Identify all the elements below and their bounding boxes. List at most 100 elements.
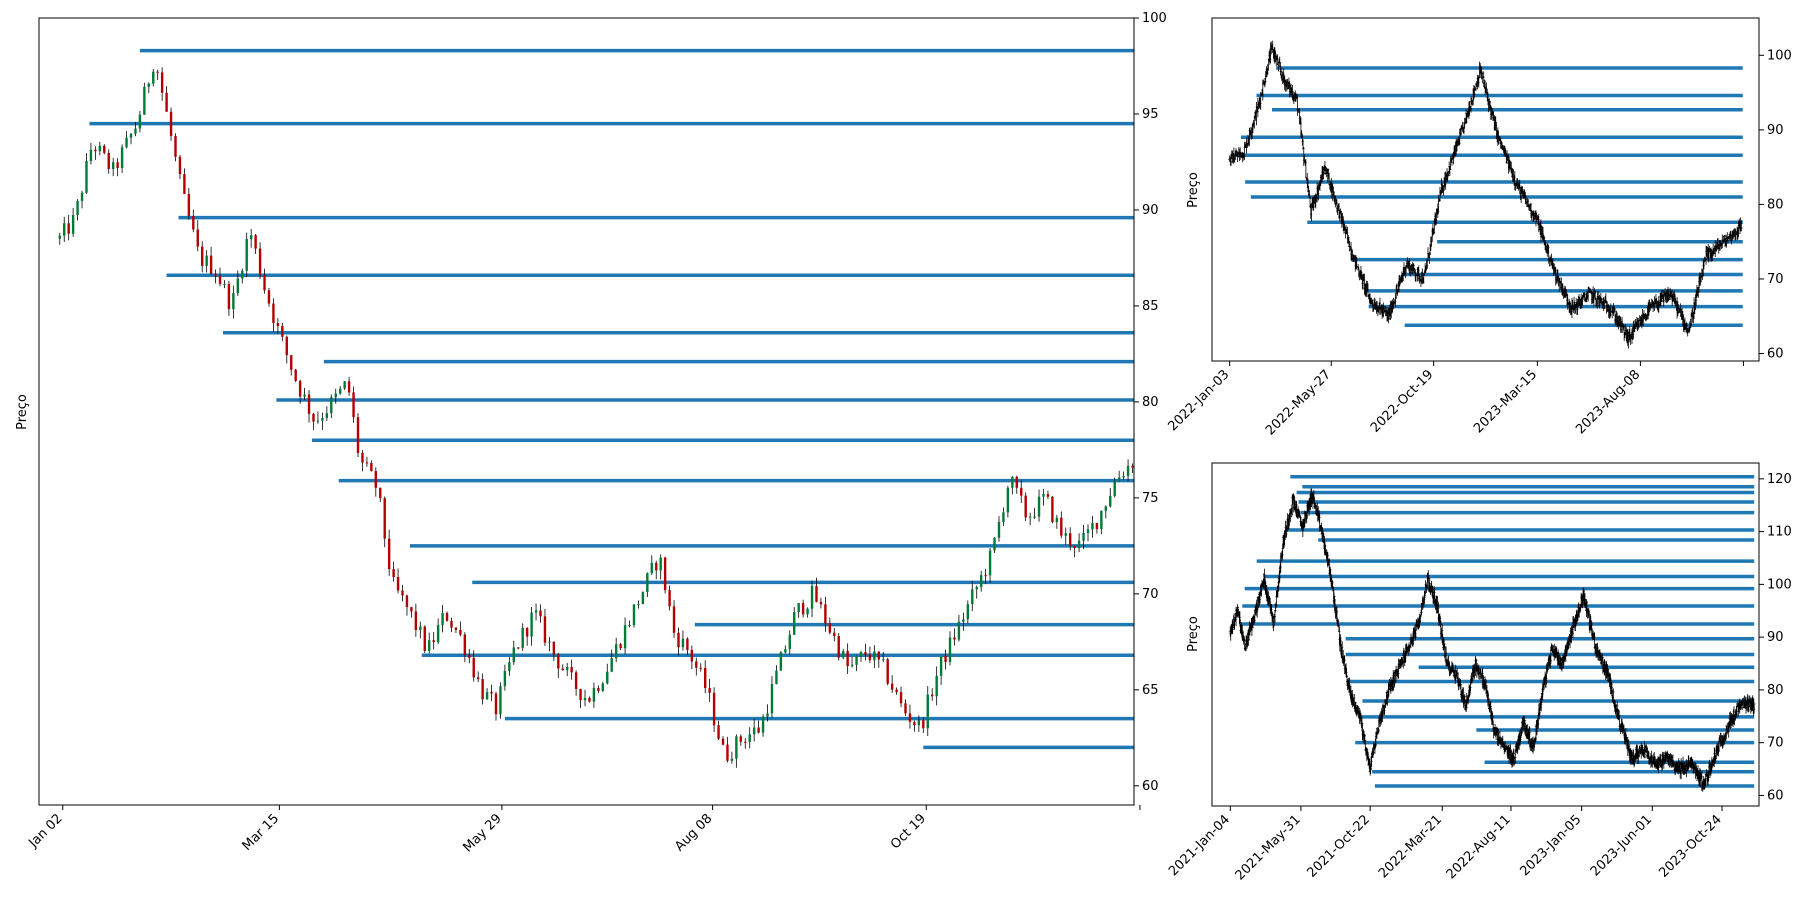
main-candle-body [988,550,992,576]
main-candle-body [392,569,395,577]
main-candle-body [539,610,542,617]
main-candle-body [178,156,182,175]
main-y-tick-label: 80 [1142,395,1159,410]
main-candle-body [931,694,934,697]
main-candle-body [1051,496,1054,523]
main-candle-body [263,275,266,291]
top-right-y-axis-label: Preço [1186,172,1201,208]
main-candle-body [1126,465,1130,477]
main-candle-body [294,369,297,381]
main-candle-body [873,651,876,661]
main-candle-body [922,720,925,729]
main-candle-body [1082,532,1085,541]
main-candle-body [650,562,653,574]
main-candle-body [396,576,400,591]
main-candle-body [668,590,671,607]
main-candle-body [76,200,79,216]
main-candle-body [681,638,685,648]
top-right-x-tick-label: 2022-Jan-03 [1165,367,1232,434]
main-candle-body [877,651,880,660]
main-candle-body [632,604,636,626]
main-candle-body [824,604,827,624]
top-right-y-tick-label: 90 [1767,123,1784,138]
main-candle-body [67,223,70,234]
main-candle-body [997,521,1001,538]
main-candle-body [561,668,564,671]
main-candle-body [410,607,413,612]
main-candle-body [619,644,622,649]
main-x-tick-label: Oct 19 [888,811,929,852]
bottom-right-level-lines [1241,474,1755,788]
main-candle-body [703,667,707,688]
main-chart-frame [38,17,1135,806]
main-candle-body [721,738,725,745]
main-candle-body [459,629,462,635]
main-candle-body [71,215,75,234]
main-candle-body [859,652,863,657]
main-candle-body [672,606,676,633]
main-candle-body [614,644,618,659]
main-candle-body [169,111,173,136]
main-candle-body [316,420,320,422]
main-candle-body [472,657,475,678]
main-candle-body [303,394,306,397]
main-candle-body [454,627,458,630]
main-candle-body [926,694,929,729]
main-candle-body [548,641,551,643]
main-candle-body [494,693,498,715]
main-candle-body [815,586,818,602]
main-candle-body [557,654,560,669]
main-candle-body [218,275,222,285]
main-candle-body [174,135,177,157]
main-candle-body [855,656,858,665]
main-candle-body [953,637,956,640]
main-candle-body [312,413,315,422]
main-candle-body [485,692,489,700]
main-y-tick-label: 95 [1142,107,1159,122]
main-price-chart: 60 65 70 75 80 85 90 95 100 Jan 02 Mar 15 May 29 Au… [15,11,1167,855]
main-candle-body [695,661,698,668]
main-candle-body [476,677,480,680]
main-candle-body [129,133,133,138]
main-candle-body [543,616,547,643]
main-candle-body [201,246,204,266]
main-candle-body [330,397,333,414]
main-candle-body [775,670,778,684]
main-candle-body [566,667,569,671]
main-candle-body [307,394,311,414]
top-right-x-tick-label: 2023-Mar-15 [1471,367,1540,436]
main-candle-body [739,736,743,742]
main-candle-body [463,634,467,655]
main-candle-body [214,273,217,276]
main-candle-body [165,92,168,112]
main-candle-body [267,290,271,304]
top-right-y-tick-label: 60 [1767,347,1784,362]
main-candle-body [298,380,302,397]
main-candle-body [801,603,805,615]
main-candle-body [63,223,66,236]
main-candle-body [512,647,515,663]
main-candle-body [281,325,284,337]
main-candle-body [944,655,947,663]
main-candle-body [735,736,738,759]
main-candle-body [793,612,796,635]
main-candle-body [1068,533,1072,546]
top-right-price-chart: 60 70 80 90 100 2022-Jan-03 2022-May-27 2022-O… [1165,17,1792,438]
main-candle-body [757,727,760,733]
main-candle-body [347,381,351,393]
main-candle-body [521,628,524,648]
main-candle-body [94,149,97,152]
main-candle-body [116,162,119,168]
main-candle-body [962,619,965,622]
main-candle-body [383,498,386,539]
main-candle-body [374,471,378,488]
top-right-chart-frame [1211,17,1760,362]
main-candle-body [606,671,609,684]
main-candle-body [241,270,244,279]
main-candle-body [890,683,894,690]
main-candle-body [370,463,373,472]
main-candle-body [837,636,840,658]
main-candle-body [610,658,613,672]
top-right-bars [1228,40,1743,349]
